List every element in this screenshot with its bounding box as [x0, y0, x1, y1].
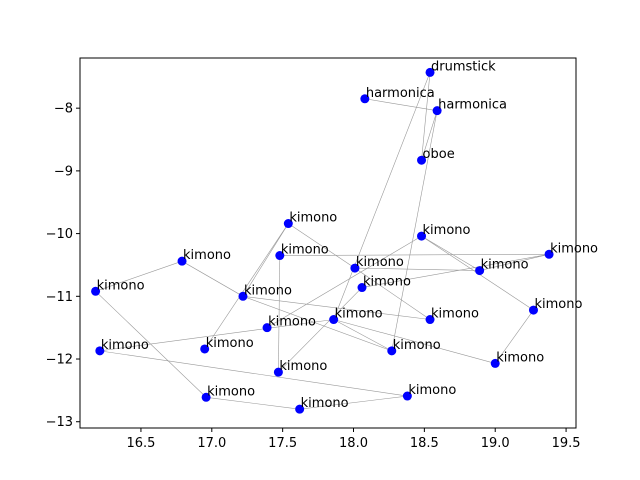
point-label: kimono [268, 315, 316, 330]
edge-line [479, 253, 550, 271]
edge-line [361, 253, 550, 288]
point-label: kimono [393, 338, 441, 353]
edge-line [391, 110, 438, 351]
edges-layer [95, 72, 550, 410]
data-point [295, 404, 305, 414]
data-point [417, 155, 427, 165]
data-point [177, 256, 187, 266]
point-label: kimono [408, 383, 456, 398]
data-point [544, 249, 554, 259]
data-point [350, 263, 360, 273]
edge-line [354, 267, 431, 320]
edge-line [206, 396, 300, 410]
data-point [432, 106, 442, 116]
data-point [402, 391, 412, 401]
edge-line [421, 110, 438, 161]
point-label: kimono [183, 248, 231, 263]
point-label: harmonica [438, 98, 507, 113]
x-tick-label: 18.5 [410, 436, 439, 451]
point-label: kimono [301, 396, 349, 411]
edge-line [266, 235, 422, 328]
data-point [95, 346, 105, 356]
point-label: kimono [279, 359, 327, 374]
x-tick-label: 19.5 [552, 436, 581, 451]
edge-line [494, 309, 534, 364]
point-label: kimono [496, 350, 544, 365]
data-point [387, 346, 397, 356]
edge-line [364, 98, 438, 111]
point-label: kimono [423, 223, 471, 238]
y-tick-label: −9 [54, 164, 73, 179]
point-label: kimono [335, 307, 383, 322]
y-tick-label: −13 [46, 415, 73, 430]
plot-frame [79, 57, 577, 429]
point-label: kimono [207, 384, 255, 399]
edge-line [99, 319, 334, 352]
data-point [425, 67, 435, 77]
point-label: kimono [244, 283, 292, 298]
y-tick-label: −8 [54, 102, 73, 117]
points-layer [91, 67, 554, 414]
point-label: kimono [534, 297, 582, 312]
data-point [490, 358, 500, 368]
point-label: kimono [281, 243, 329, 258]
point-label: kimono [481, 258, 529, 273]
data-point [475, 266, 485, 276]
point-label: kimono [101, 338, 149, 353]
data-point [329, 315, 339, 325]
edge-line [288, 223, 356, 269]
point-label: drumstick [431, 59, 496, 74]
point-label: kimono [431, 307, 479, 322]
data-point [238, 291, 248, 301]
y-tick-label: −12 [46, 353, 73, 368]
data-point [91, 286, 101, 296]
x-axis: 16.5 17.0 17.5 18.0 18.5 19.0 19.5 [126, 428, 581, 451]
edge-line [95, 260, 183, 292]
edge-line [333, 319, 392, 352]
point-label: harmonica [366, 86, 435, 101]
edge-line [242, 296, 431, 320]
edge-line [333, 319, 496, 364]
data-point [201, 392, 211, 402]
point-label: kimono [356, 255, 404, 270]
edge-line [242, 296, 392, 352]
x-tick-label: 17.5 [268, 436, 297, 451]
x-tick-label: 18.0 [339, 436, 368, 451]
edge-line [421, 235, 480, 271]
point-label: kimono [97, 278, 145, 293]
edge-line [421, 72, 431, 161]
data-point [262, 323, 272, 333]
x-tick-label: 17.0 [197, 436, 226, 451]
edge-line [278, 255, 281, 373]
y-tick-label: −10 [46, 227, 73, 242]
x-tick-label: 16.5 [126, 436, 155, 451]
y-axis: −13 −12 −11 −10 −9 −8 [46, 102, 80, 430]
data-point [528, 305, 538, 315]
point-label: kimono [550, 241, 598, 256]
edge-line [99, 350, 408, 397]
data-point [273, 367, 283, 377]
edge-line [299, 395, 408, 410]
x-tick-label: 19.0 [481, 436, 510, 451]
edge-line [204, 223, 289, 350]
point-label: oboe [423, 147, 455, 162]
edge-line [278, 287, 363, 373]
data-point [275, 251, 285, 261]
edge-line [279, 253, 550, 256]
edge-line [181, 260, 244, 297]
y-tick-label: −11 [46, 290, 73, 305]
data-point [357, 283, 367, 293]
point-label: kimono [206, 336, 254, 351]
data-point [360, 94, 370, 104]
edge-line [242, 223, 289, 297]
data-point [425, 315, 435, 325]
data-point [200, 344, 210, 354]
point-label: kimono [363, 275, 411, 290]
data-point [283, 219, 293, 229]
point-label: kimono [289, 211, 337, 226]
data-point [417, 231, 427, 241]
